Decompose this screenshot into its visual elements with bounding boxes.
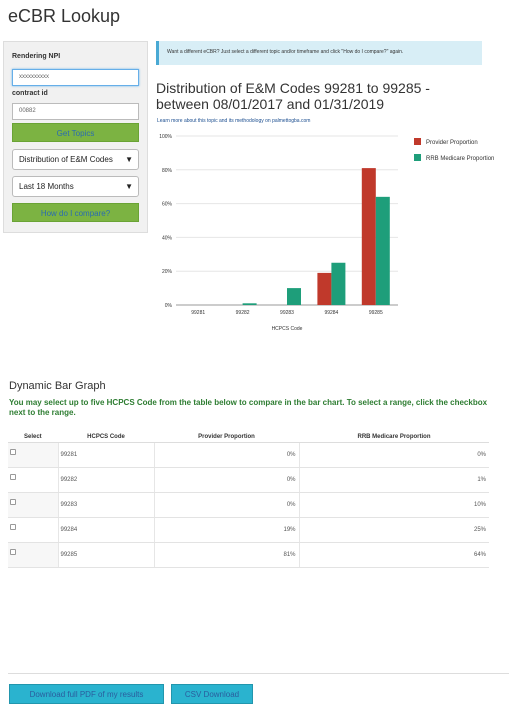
chevron-down-icon: ▼ [125,182,133,191]
hcpcs-code-cell: 99284 [57,517,154,543]
hcpcs-table: Select HCPCS Code Provider Proportion RR… [8,432,489,568]
timeframe-select[interactable]: Last 18 Months ▼ [12,176,139,197]
table-row: 99284 19% 25% [8,517,489,543]
provider-proportion-cell: 0% [153,442,299,468]
get-topics-button[interactable]: Get Topics [12,123,139,142]
provider-proportion-cell: 19% [153,517,299,543]
checkbox-icon[interactable] [10,523,16,530]
table-row: 99285 81% 64% [8,542,489,568]
provider-proportion-cell: 0% [153,467,299,493]
legend-label: RRB Medicare Proportion [426,156,494,162]
timeframe-select-value: Last 18 Months [19,182,74,191]
how-do-i-compare-button[interactable]: How do I compare? [12,203,139,222]
dynamic-bar-graph-title: Dynamic Bar Graph [9,380,106,392]
rrb-proportion-cell: 64% [298,542,489,568]
rrb-proportion-cell: 1% [298,467,489,493]
y-tick-label: 0% [165,303,173,309]
column-header-hcpcs-code: HCPCS Code [58,432,154,443]
column-header-rrb-medicare-proportion: RRB Medicare Proportion [299,432,489,443]
column-header-select: Select [8,432,58,443]
y-tick-label: 100% [159,134,172,140]
checkbox-icon[interactable] [10,548,16,555]
checkbox-icon[interactable] [10,448,16,455]
bar-chart: 0% 20% 40% 60% 80% 100% 99281 99282 99283 99284 99… [159,134,494,332]
x-tick-label: 99284 [324,310,338,316]
legend-swatch [414,154,421,161]
checkbox-icon[interactable] [10,473,16,480]
x-tick-label: 99281 [191,310,205,316]
topic-select-value: Distribution of E&M Codes [19,155,113,164]
bar-provider [317,272,332,305]
x-tick-label: 99285 [369,310,383,316]
checkbox-icon[interactable] [10,498,16,505]
info-banner: Want a different eCBR? Just select a dif… [156,41,482,65]
npi-label: Rendering NPI [12,53,61,60]
dynamic-bar-graph-instructions: You may select up to five HCPCS Code fro… [9,398,488,417]
legend-label: Provider Proportion [426,140,478,146]
x-tick-label: 99283 [280,310,294,316]
x-tick-label: 99282 [236,310,250,316]
table-row: 99282 0% 1% [8,467,489,493]
table-row: 99281 0% 0% [8,442,489,468]
topic-select[interactable]: Distribution of E&M Codes ▼ [12,149,139,170]
rrb-proportion-cell: 25% [298,517,489,543]
provider-proportion-cell: 81% [153,542,299,568]
contract-id-input[interactable]: 00882 [12,103,139,120]
x-axis-label: HCPCS Code [272,326,303,332]
npi-input[interactable]: xxxxxxxxxx [12,69,139,86]
csv-download-button[interactable]: CSV Download [171,684,253,704]
hcpcs-code-cell: 99281 [57,442,154,468]
page-title: eCBR Lookup [8,6,121,26]
rrb-proportion-cell: 10% [298,492,489,518]
bar-rrb [287,288,301,305]
provider-proportion-cell: 0% [153,492,299,518]
bar-rrb [242,303,257,305]
report-title: Distribution of E&M Codes 99281 to 99285… [156,80,430,112]
y-tick-label: 40% [162,235,173,241]
table-header-row: Select HCPCS Code Provider Proportion RR… [8,432,489,443]
rrb-proportion-cell: 0% [298,442,489,468]
legend-swatch [414,138,421,145]
hcpcs-code-cell: 99283 [57,492,154,518]
chevron-down-icon: ▼ [125,155,133,164]
bar-provider [361,168,376,305]
hcpcs-code-cell: 99282 [57,467,154,493]
bar-rrb [375,196,390,305]
download-pdf-button[interactable]: Download full PDF of my results [9,684,164,704]
learn-more-link[interactable]: Learn more about this topic and its meth… [157,118,311,124]
contract-id-label: contract id [12,90,48,97]
y-tick-label: 20% [162,269,173,275]
table-row: 99283 0% 10% [8,492,489,518]
column-header-provider-proportion: Provider Proportion [154,432,299,443]
y-tick-label: 80% [162,168,173,174]
y-tick-label: 60% [162,202,173,208]
footer-divider [8,673,509,674]
lookup-form-panel: Rendering NPI xxxxxxxxxx contract id 008… [3,41,148,233]
hcpcs-code-cell: 99285 [57,542,154,568]
bar-rrb [331,262,346,305]
